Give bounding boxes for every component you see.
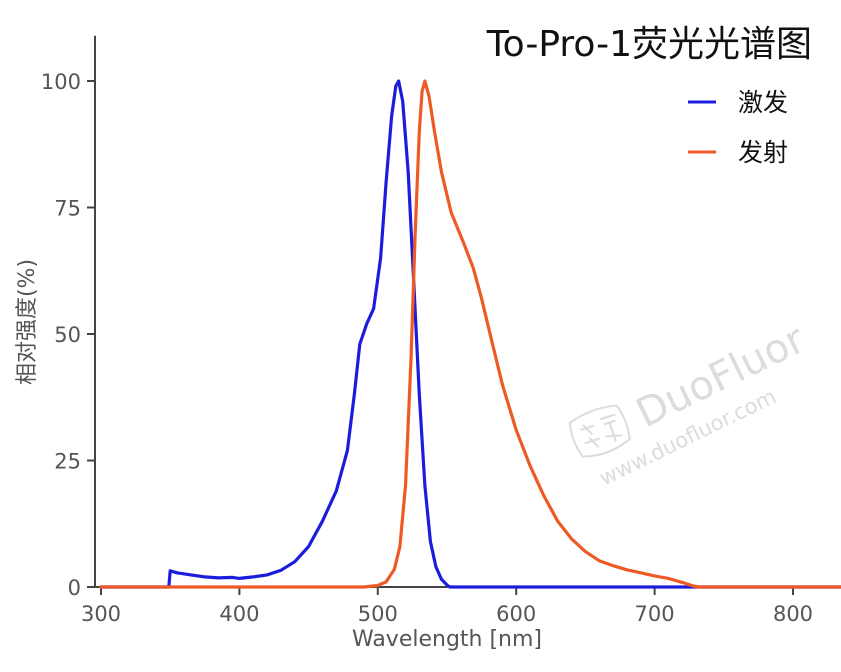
y-tick-label: 0	[68, 576, 81, 600]
x-tick-label: 800	[773, 602, 813, 626]
y-axis-label: 相对强度(%)	[15, 259, 40, 385]
x-tick-label: 300	[81, 602, 121, 626]
legend-label: 激发	[738, 88, 788, 117]
chart-title: To-Pro-1荧光光谱图	[486, 24, 812, 65]
series-line-excitation	[99, 79, 841, 589]
watermark: DuoFluor www.duofluor.com	[568, 316, 813, 490]
watermark-seal-icon	[568, 404, 631, 458]
axes: 300 400 500 600 700 800 0 25 50 75 100	[41, 35, 841, 626]
x-axis-label: Wavelength [nm]	[352, 627, 542, 652]
y-tick-label: 75	[54, 197, 81, 221]
x-tick-label: 500	[358, 602, 398, 626]
legend-label: 发射	[738, 138, 788, 167]
series-line-emission	[99, 79, 841, 589]
x-tick-label: 700	[635, 602, 675, 626]
x-tick-label: 400	[219, 602, 259, 626]
plot-area	[99, 79, 841, 589]
y-tick-label: 50	[54, 323, 81, 347]
y-tick-label: 100	[41, 70, 81, 94]
y-tick-label: 25	[54, 450, 81, 474]
x-tick-label: 600	[496, 602, 536, 626]
